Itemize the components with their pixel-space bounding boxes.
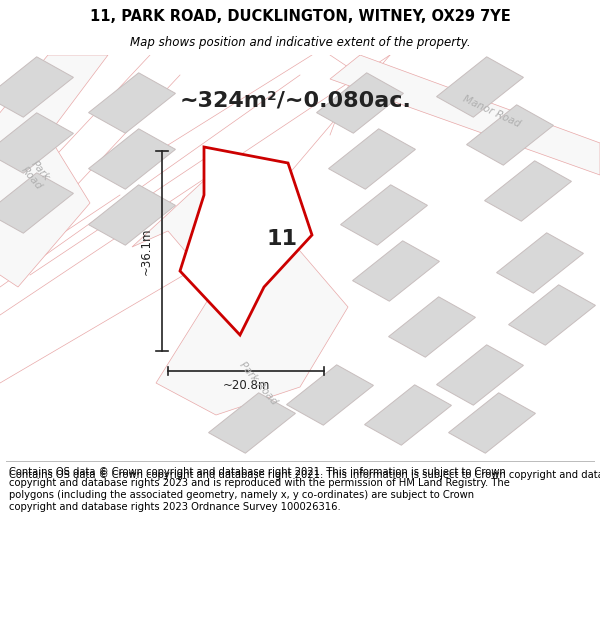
Text: Map shows position and indicative extent of the property.: Map shows position and indicative extent… <box>130 36 470 49</box>
Polygon shape <box>180 147 312 335</box>
Bar <box>497 232 583 293</box>
Text: 11, PARK ROAD, DUCKLINGTON, WITNEY, OX29 7YE: 11, PARK ROAD, DUCKLINGTON, WITNEY, OX29… <box>89 9 511 24</box>
Text: Park Road: Park Road <box>237 359 279 406</box>
Bar <box>329 129 415 189</box>
Bar <box>467 105 553 165</box>
Polygon shape <box>132 175 348 415</box>
Bar <box>209 392 295 453</box>
Text: Contains OS data © Crown copyright and database right 2021. This information is : Contains OS data © Crown copyright and d… <box>9 467 510 512</box>
Text: Park
Road: Park Road <box>19 158 53 192</box>
Text: ~324m²/~0.080ac.: ~324m²/~0.080ac. <box>180 91 412 111</box>
Bar <box>0 173 73 233</box>
Bar <box>287 365 373 425</box>
Bar <box>389 297 475 358</box>
Bar <box>437 57 523 118</box>
Bar <box>485 161 571 221</box>
Bar <box>365 385 451 445</box>
Bar <box>0 112 73 173</box>
Bar <box>449 392 535 453</box>
Polygon shape <box>330 55 600 175</box>
Bar <box>89 72 175 133</box>
Bar <box>437 345 523 405</box>
Text: ~20.8m: ~20.8m <box>223 379 269 392</box>
Text: Contains OS data © Crown copyright and database right 2021. This information is : Contains OS data © Crown copyright and d… <box>9 470 600 480</box>
Bar <box>0 57 73 118</box>
Bar <box>89 129 175 189</box>
Bar <box>509 285 595 345</box>
Text: 11: 11 <box>266 229 298 249</box>
Bar <box>89 185 175 245</box>
Text: ~36.1m: ~36.1m <box>140 228 153 275</box>
Bar <box>353 241 439 301</box>
Text: Manor Road: Manor Road <box>461 93 523 129</box>
Polygon shape <box>0 55 108 287</box>
Bar <box>317 72 403 133</box>
Bar <box>341 185 427 245</box>
